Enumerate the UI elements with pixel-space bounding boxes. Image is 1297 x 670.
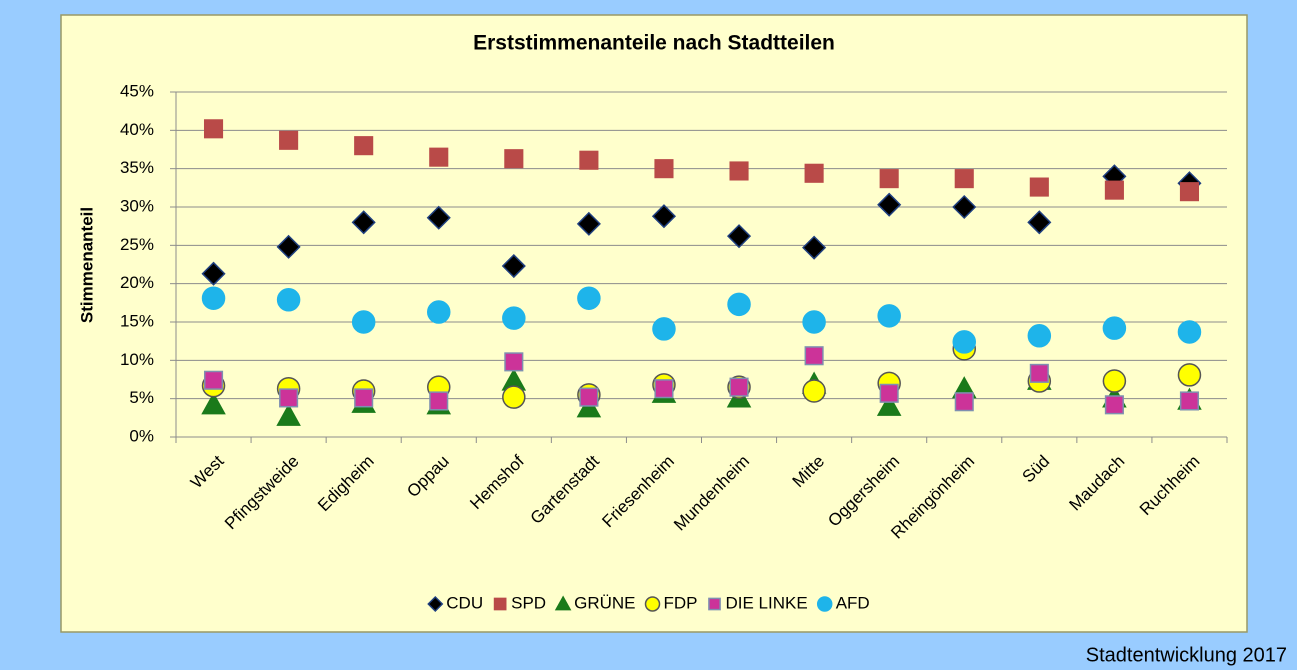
y-tick-label: 30% — [120, 196, 154, 215]
data-point — [879, 169, 899, 189]
data-point — [877, 304, 901, 328]
legend-label: FDP — [664, 593, 698, 612]
data-point — [1177, 363, 1202, 387]
data-point — [276, 234, 301, 259]
data-point — [201, 286, 226, 310]
data-point — [654, 379, 674, 399]
legend-label: DIE LINKE — [726, 593, 808, 612]
data-point — [279, 130, 299, 150]
data-point — [802, 310, 826, 334]
legend-label: CDU — [446, 593, 483, 612]
data-point — [952, 194, 977, 220]
data-point — [954, 169, 974, 189]
data-point — [952, 330, 976, 354]
data-point — [504, 352, 524, 372]
data-point — [354, 136, 374, 156]
data-point — [654, 159, 674, 179]
chart-title: Erststimmenanteile nach Stadtteilen — [473, 32, 835, 55]
data-point — [876, 393, 902, 416]
data-point — [203, 119, 224, 139]
data-point — [201, 261, 226, 286]
data-point — [203, 370, 224, 390]
data-point — [276, 403, 301, 426]
data-point — [429, 391, 449, 411]
data-point — [354, 388, 374, 408]
y-tick-label: 45% — [120, 81, 154, 100]
legend-marker — [644, 596, 661, 612]
data-point — [729, 377, 749, 397]
data-point — [579, 387, 599, 407]
data-point — [1104, 180, 1124, 200]
data-point — [804, 346, 824, 366]
data-point — [802, 235, 827, 260]
data-point — [502, 306, 526, 330]
data-point — [727, 292, 751, 317]
data-point — [1179, 391, 1200, 411]
data-point — [1102, 369, 1127, 393]
data-point — [1102, 316, 1127, 340]
data-point — [954, 392, 974, 412]
data-point — [1027, 210, 1052, 235]
data-point — [504, 149, 524, 169]
data-point — [802, 379, 826, 403]
legend-marker — [554, 595, 572, 611]
footer: Stadtentwicklung 2017 — [1086, 644, 1287, 666]
data-point — [1104, 395, 1124, 415]
data-point — [1029, 177, 1049, 197]
legend-label: SPD — [511, 593, 546, 612]
data-point — [804, 163, 824, 183]
data-point — [201, 392, 226, 415]
data-point — [877, 192, 902, 217]
data-point — [651, 204, 677, 229]
y-tick-label: 10% — [120, 350, 154, 369]
data-point — [351, 210, 376, 235]
data-point — [576, 395, 602, 418]
y-tick-label: 40% — [120, 120, 154, 139]
legend-marker — [493, 597, 507, 611]
legend-marker — [816, 596, 833, 612]
legend-marker — [427, 595, 444, 613]
data-point — [1029, 363, 1049, 383]
y-tick-label: 0% — [129, 426, 154, 445]
legend-label: AFD — [836, 593, 870, 612]
data-point — [652, 317, 676, 341]
data-point — [276, 288, 301, 312]
data-point — [1177, 320, 1202, 344]
data-point — [427, 300, 451, 324]
data-point — [579, 150, 599, 170]
y-tick-label: 15% — [120, 311, 154, 330]
data-point — [279, 388, 299, 408]
data-point — [576, 211, 601, 236]
y-tick-label: 25% — [120, 235, 154, 254]
legend-marker — [708, 597, 721, 611]
y-tick-label: 5% — [129, 388, 154, 407]
data-point — [501, 253, 526, 279]
data-point — [351, 310, 376, 334]
data-point — [1027, 324, 1052, 348]
data-point — [1179, 182, 1200, 202]
data-point — [729, 161, 749, 181]
data-point — [426, 205, 451, 230]
legend-label: GRÜNE — [574, 593, 635, 612]
data-point — [429, 147, 449, 167]
y-tick-label: 35% — [120, 158, 154, 177]
data-point — [502, 385, 526, 409]
y-tick-label: 20% — [120, 273, 154, 292]
y-axis-label: Stimmenanteil — [77, 207, 96, 323]
data-point — [879, 383, 899, 403]
data-point — [726, 224, 752, 249]
data-point — [577, 286, 601, 310]
